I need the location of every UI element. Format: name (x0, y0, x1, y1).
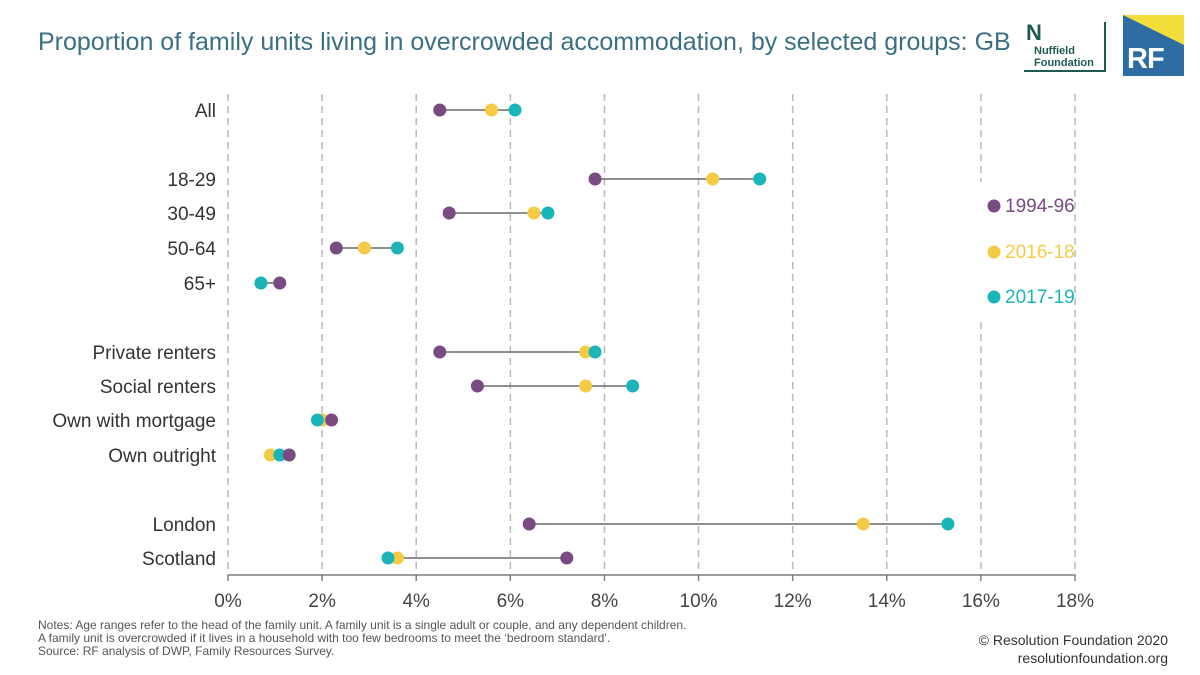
data-point (442, 206, 456, 220)
data-point (282, 448, 296, 462)
chart-notes: Notes: Age ranges refer to the head of t… (38, 619, 686, 658)
notes-line-3: Source: RF analysis of DWP, Family Resou… (38, 644, 335, 658)
data-point (329, 241, 343, 255)
x-tick-label: 8% (591, 591, 619, 612)
data-point (941, 517, 955, 531)
category-label: 65+ (184, 274, 216, 295)
data-point (470, 379, 484, 393)
x-tick-label: 16% (962, 591, 1000, 612)
legend-marker (987, 290, 1001, 304)
x-tick-label: 6% (497, 591, 525, 612)
data-point (254, 276, 268, 290)
category-label: All (195, 101, 216, 122)
data-point (856, 517, 870, 531)
x-tick-label: 18% (1056, 591, 1094, 612)
category-label: Private renters (92, 343, 216, 364)
legend-label: 2017-19 (1005, 287, 1075, 308)
legend-label: 2016-18 (1005, 242, 1075, 263)
credit-website: resolutionfoundation.org (1017, 650, 1168, 666)
chart-title: Proportion of family units living in ove… (38, 28, 1011, 56)
data-point (560, 551, 574, 565)
category-label: Scotland (142, 549, 216, 570)
x-tick-label: 14% (868, 591, 906, 612)
data-point (508, 103, 522, 117)
category-label: Own outright (108, 446, 216, 467)
data-point (579, 345, 593, 359)
nuffield-logo-line1: Nuffield (1034, 45, 1075, 57)
data-point (588, 172, 602, 186)
nuffield-logo-frame (1024, 22, 1106, 72)
nuffield-foundation-logo: N Nuffield Foundation (1024, 20, 1108, 74)
data-point (273, 276, 287, 290)
data-point (626, 379, 640, 393)
rf-logo-text: RF (1127, 43, 1165, 75)
data-point (390, 241, 404, 255)
notes-line-2: A family unit is overcrowded if it lives… (38, 631, 611, 645)
data-point (310, 413, 324, 427)
data-point (390, 551, 404, 565)
notes-line-1: Notes: Age ranges refer to the head of t… (38, 618, 687, 632)
data-point (522, 517, 536, 531)
x-tick-label: 12% (774, 591, 812, 612)
category-label: Own with mortgage (52, 411, 216, 432)
nuffield-logo-line2: Foundation (1034, 57, 1094, 69)
credit-copyright: © Resolution Foundation 2020 (978, 632, 1168, 648)
x-tick-label: 4% (402, 591, 430, 612)
x-tick-label: 10% (680, 591, 718, 612)
category-label: 50-64 (167, 239, 216, 260)
x-tick-label: 0% (214, 591, 242, 612)
data-point (325, 413, 339, 427)
credit: © Resolution Foundation 2020 resolutionf… (979, 631, 1168, 667)
data-point (485, 103, 499, 117)
x-tick-label: 2% (308, 591, 336, 612)
nuffield-logo-mark: N (1026, 20, 1042, 45)
data-point (433, 345, 447, 359)
data-point (433, 103, 447, 117)
data-point (273, 448, 287, 462)
data-point (541, 206, 555, 220)
data-point (588, 345, 602, 359)
legend-marker (987, 199, 1001, 213)
resolution-foundation-logo: RF (1123, 15, 1184, 76)
data-point (357, 241, 371, 255)
category-label: London (153, 515, 216, 536)
data-point (753, 172, 767, 186)
rf-logo-triangle (1123, 15, 1184, 45)
data-point (527, 206, 541, 220)
data-point (706, 172, 720, 186)
category-label: 18-29 (167, 170, 216, 191)
legend-label: 1994-96 (1005, 196, 1075, 217)
category-label: Social renters (100, 377, 216, 398)
legend-marker (987, 245, 1001, 259)
data-point (263, 448, 277, 462)
data-point (381, 551, 395, 565)
data-point (579, 379, 593, 393)
category-label: 30-49 (167, 204, 216, 225)
